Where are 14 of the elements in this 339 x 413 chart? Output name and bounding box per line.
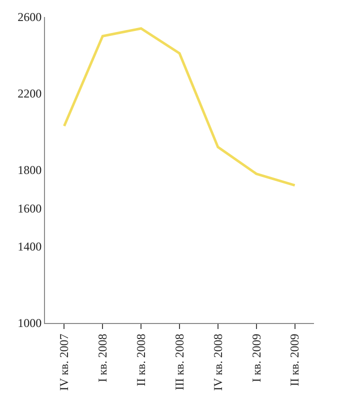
x-tick-label: IV кв. 2007 xyxy=(57,334,72,391)
y-tick-label: 1000 xyxy=(18,316,42,330)
x-tick-label: I кв. 2009 xyxy=(249,334,264,382)
y-tick-label: 1800 xyxy=(18,163,42,178)
y-tick-label: 1600 xyxy=(18,201,42,216)
y-tick-label: 2200 xyxy=(18,86,42,101)
x-tick-label: II кв. 2008 xyxy=(134,334,148,386)
x-tick-label: I кв. 2008 xyxy=(96,334,110,382)
line-series xyxy=(62,27,296,187)
x-tick-label: II кв. 2009 xyxy=(288,334,302,386)
x-tick-label: III кв. 2008 xyxy=(172,334,186,390)
y-tick-label: 2600 xyxy=(18,10,42,24)
y-tick-label: 1400 xyxy=(18,240,42,254)
x-tick-label: IV кв. 2008 xyxy=(210,334,225,391)
